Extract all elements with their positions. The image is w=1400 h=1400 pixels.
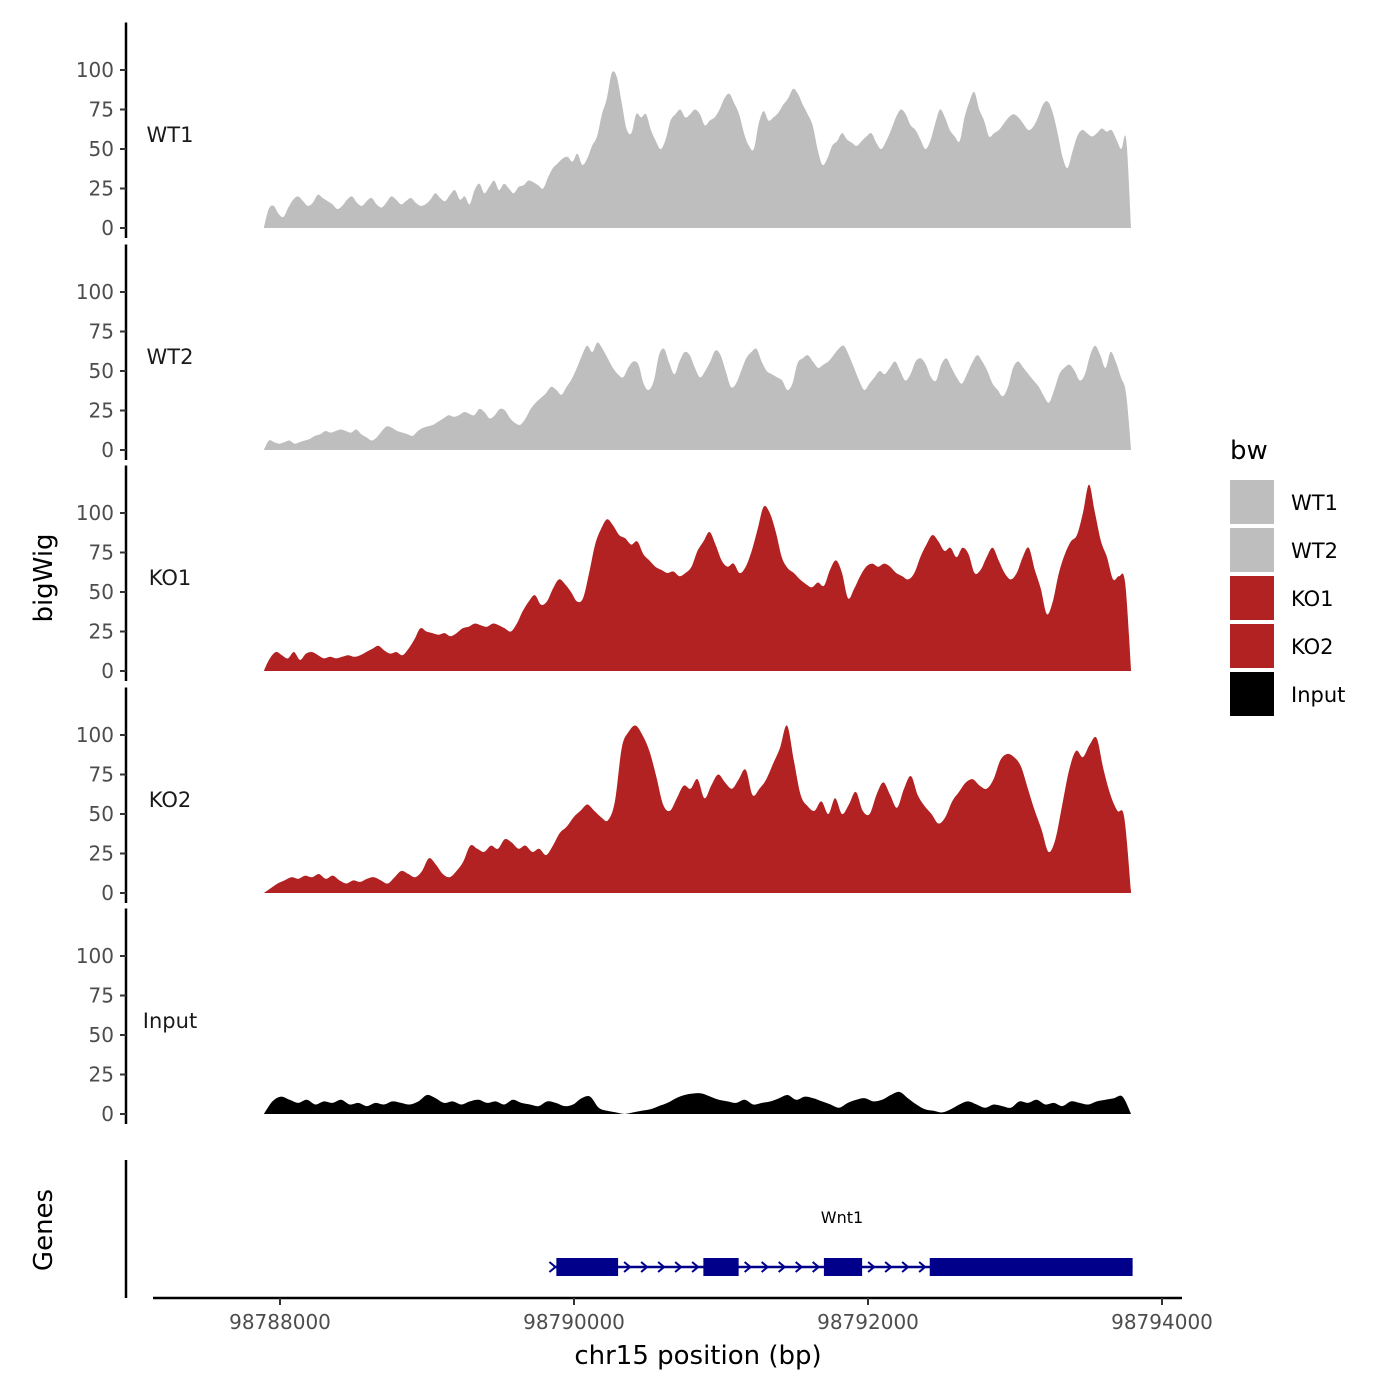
strand-chevron — [901, 1261, 910, 1273]
strand-chevron — [794, 1261, 804, 1273]
legend-label-wt2: WT2 — [1291, 539, 1338, 563]
signal-area-ko2 — [263, 725, 1132, 893]
y-tick-label: 75 — [89, 320, 114, 344]
y-tick-label: 25 — [89, 399, 114, 423]
track-wt1: 0 25 50 75 100 WT1 — [76, 22, 1132, 240]
y-tick-label: 0 — [101, 438, 114, 462]
track-label-wt2: WT2 — [147, 345, 194, 369]
x-tick-label: 98794000 — [1111, 1310, 1213, 1334]
strand-chevron — [867, 1261, 876, 1273]
x-axis-title: chr15 position (bp) — [574, 1341, 821, 1371]
track-label-ko2: KO2 — [149, 788, 192, 812]
strand-chevron — [760, 1261, 770, 1273]
legend-swatch-wt1 — [1230, 480, 1274, 524]
signal-area-ko1 — [263, 484, 1132, 671]
y-tick-label: 50 — [89, 580, 114, 604]
track-ko1: 0 25 50 75 100 KO1 — [76, 465, 1132, 683]
legend-swatch-ko2 — [1230, 624, 1274, 668]
y-tick-label: 25 — [89, 842, 114, 866]
gene-name-label: Wnt1 — [821, 1208, 863, 1227]
y-axis-title: bigWig — [29, 533, 59, 622]
y-tick-label: 50 — [89, 359, 114, 383]
track-wt2: 0 25 50 75 100 WT2 — [76, 244, 1132, 462]
y-tick-label: 25 — [89, 1063, 114, 1087]
y-tick-label: 0 — [101, 1102, 114, 1126]
legend-swatch-input — [1230, 672, 1274, 716]
y-tick-label: 100 — [76, 58, 114, 82]
legend-swatch-wt2 — [1230, 528, 1274, 572]
y-tick-label: 0 — [101, 881, 114, 905]
gene-exon — [929, 1258, 1133, 1276]
y-tick-label: 50 — [89, 1023, 114, 1047]
y-tick-label: 100 — [76, 723, 114, 747]
gene-track: Wnt1 — [124, 1160, 1133, 1298]
legend: bw WT1 WT2 KO1 KO2 Input — [1230, 436, 1345, 716]
legend-label-input: Input — [1291, 683, 1345, 707]
y-tick-label: 75 — [89, 541, 114, 565]
y-tick-label: 25 — [89, 177, 114, 201]
strand-chevron — [674, 1261, 683, 1273]
signal-area-wt1 — [263, 71, 1132, 228]
strand-chevron — [640, 1261, 649, 1273]
y-tick-label: 25 — [89, 620, 114, 644]
gene-wnt1: Wnt1 — [548, 1208, 1133, 1276]
x-tick-label: 98792000 — [817, 1310, 919, 1334]
legend-swatch-ko1 — [1230, 576, 1274, 620]
gene-exon — [823, 1258, 863, 1276]
strand-chevron — [918, 1261, 927, 1273]
signal-tracks: 0255075100WT10255075100WT20255075100KO10… — [76, 22, 1132, 1126]
strand-chevron — [777, 1261, 787, 1273]
strand-chevron — [743, 1261, 753, 1273]
legend-title: bw — [1230, 436, 1268, 466]
strand-chevron — [657, 1261, 666, 1273]
x-tick-label: 98788000 — [229, 1310, 331, 1334]
y-tick-label: 75 — [89, 763, 114, 787]
gene-exon — [703, 1258, 739, 1276]
gene-exon — [556, 1258, 619, 1276]
strand-chevron — [691, 1261, 700, 1273]
y-tick-label: 100 — [76, 944, 114, 968]
y-tick-label: 75 — [89, 98, 114, 122]
genes-track-title: Genes — [29, 1189, 59, 1271]
legend-items: WT1 WT2 KO1 KO2 Input — [1230, 480, 1345, 716]
legend-label-ko2: KO2 — [1291, 635, 1334, 659]
y-tick-label: 75 — [89, 984, 114, 1008]
track-ko2: 0 25 50 75 100 KO2 — [76, 687, 1132, 905]
track-label-ko1: KO1 — [149, 566, 192, 590]
legend-label-ko1: KO1 — [1291, 587, 1334, 611]
track-label-wt1: WT1 — [147, 123, 194, 147]
track-label-input: Input — [143, 1009, 197, 1033]
signal-area-wt2 — [263, 342, 1132, 450]
strand-chevron — [884, 1261, 893, 1273]
strand-chevron — [623, 1261, 632, 1273]
y-tick-label: 0 — [101, 659, 114, 683]
y-tick-label: 100 — [76, 280, 114, 304]
track-input: 0 25 50 75 100 Input — [76, 908, 1132, 1126]
legend-label-wt1: WT1 — [1291, 491, 1338, 515]
signal-area-input — [263, 1091, 1132, 1114]
x-tick-label: 98790000 — [523, 1310, 625, 1334]
y-tick-label: 50 — [89, 802, 114, 826]
strand-chevron — [548, 1261, 557, 1273]
y-tick-label: 100 — [76, 501, 114, 525]
strand-chevron — [811, 1261, 821, 1273]
x-axis: 98788000 98790000 98792000 98794000 — [153, 1296, 1213, 1334]
y-tick-label: 50 — [89, 137, 114, 161]
y-tick-label: 0 — [101, 216, 114, 240]
